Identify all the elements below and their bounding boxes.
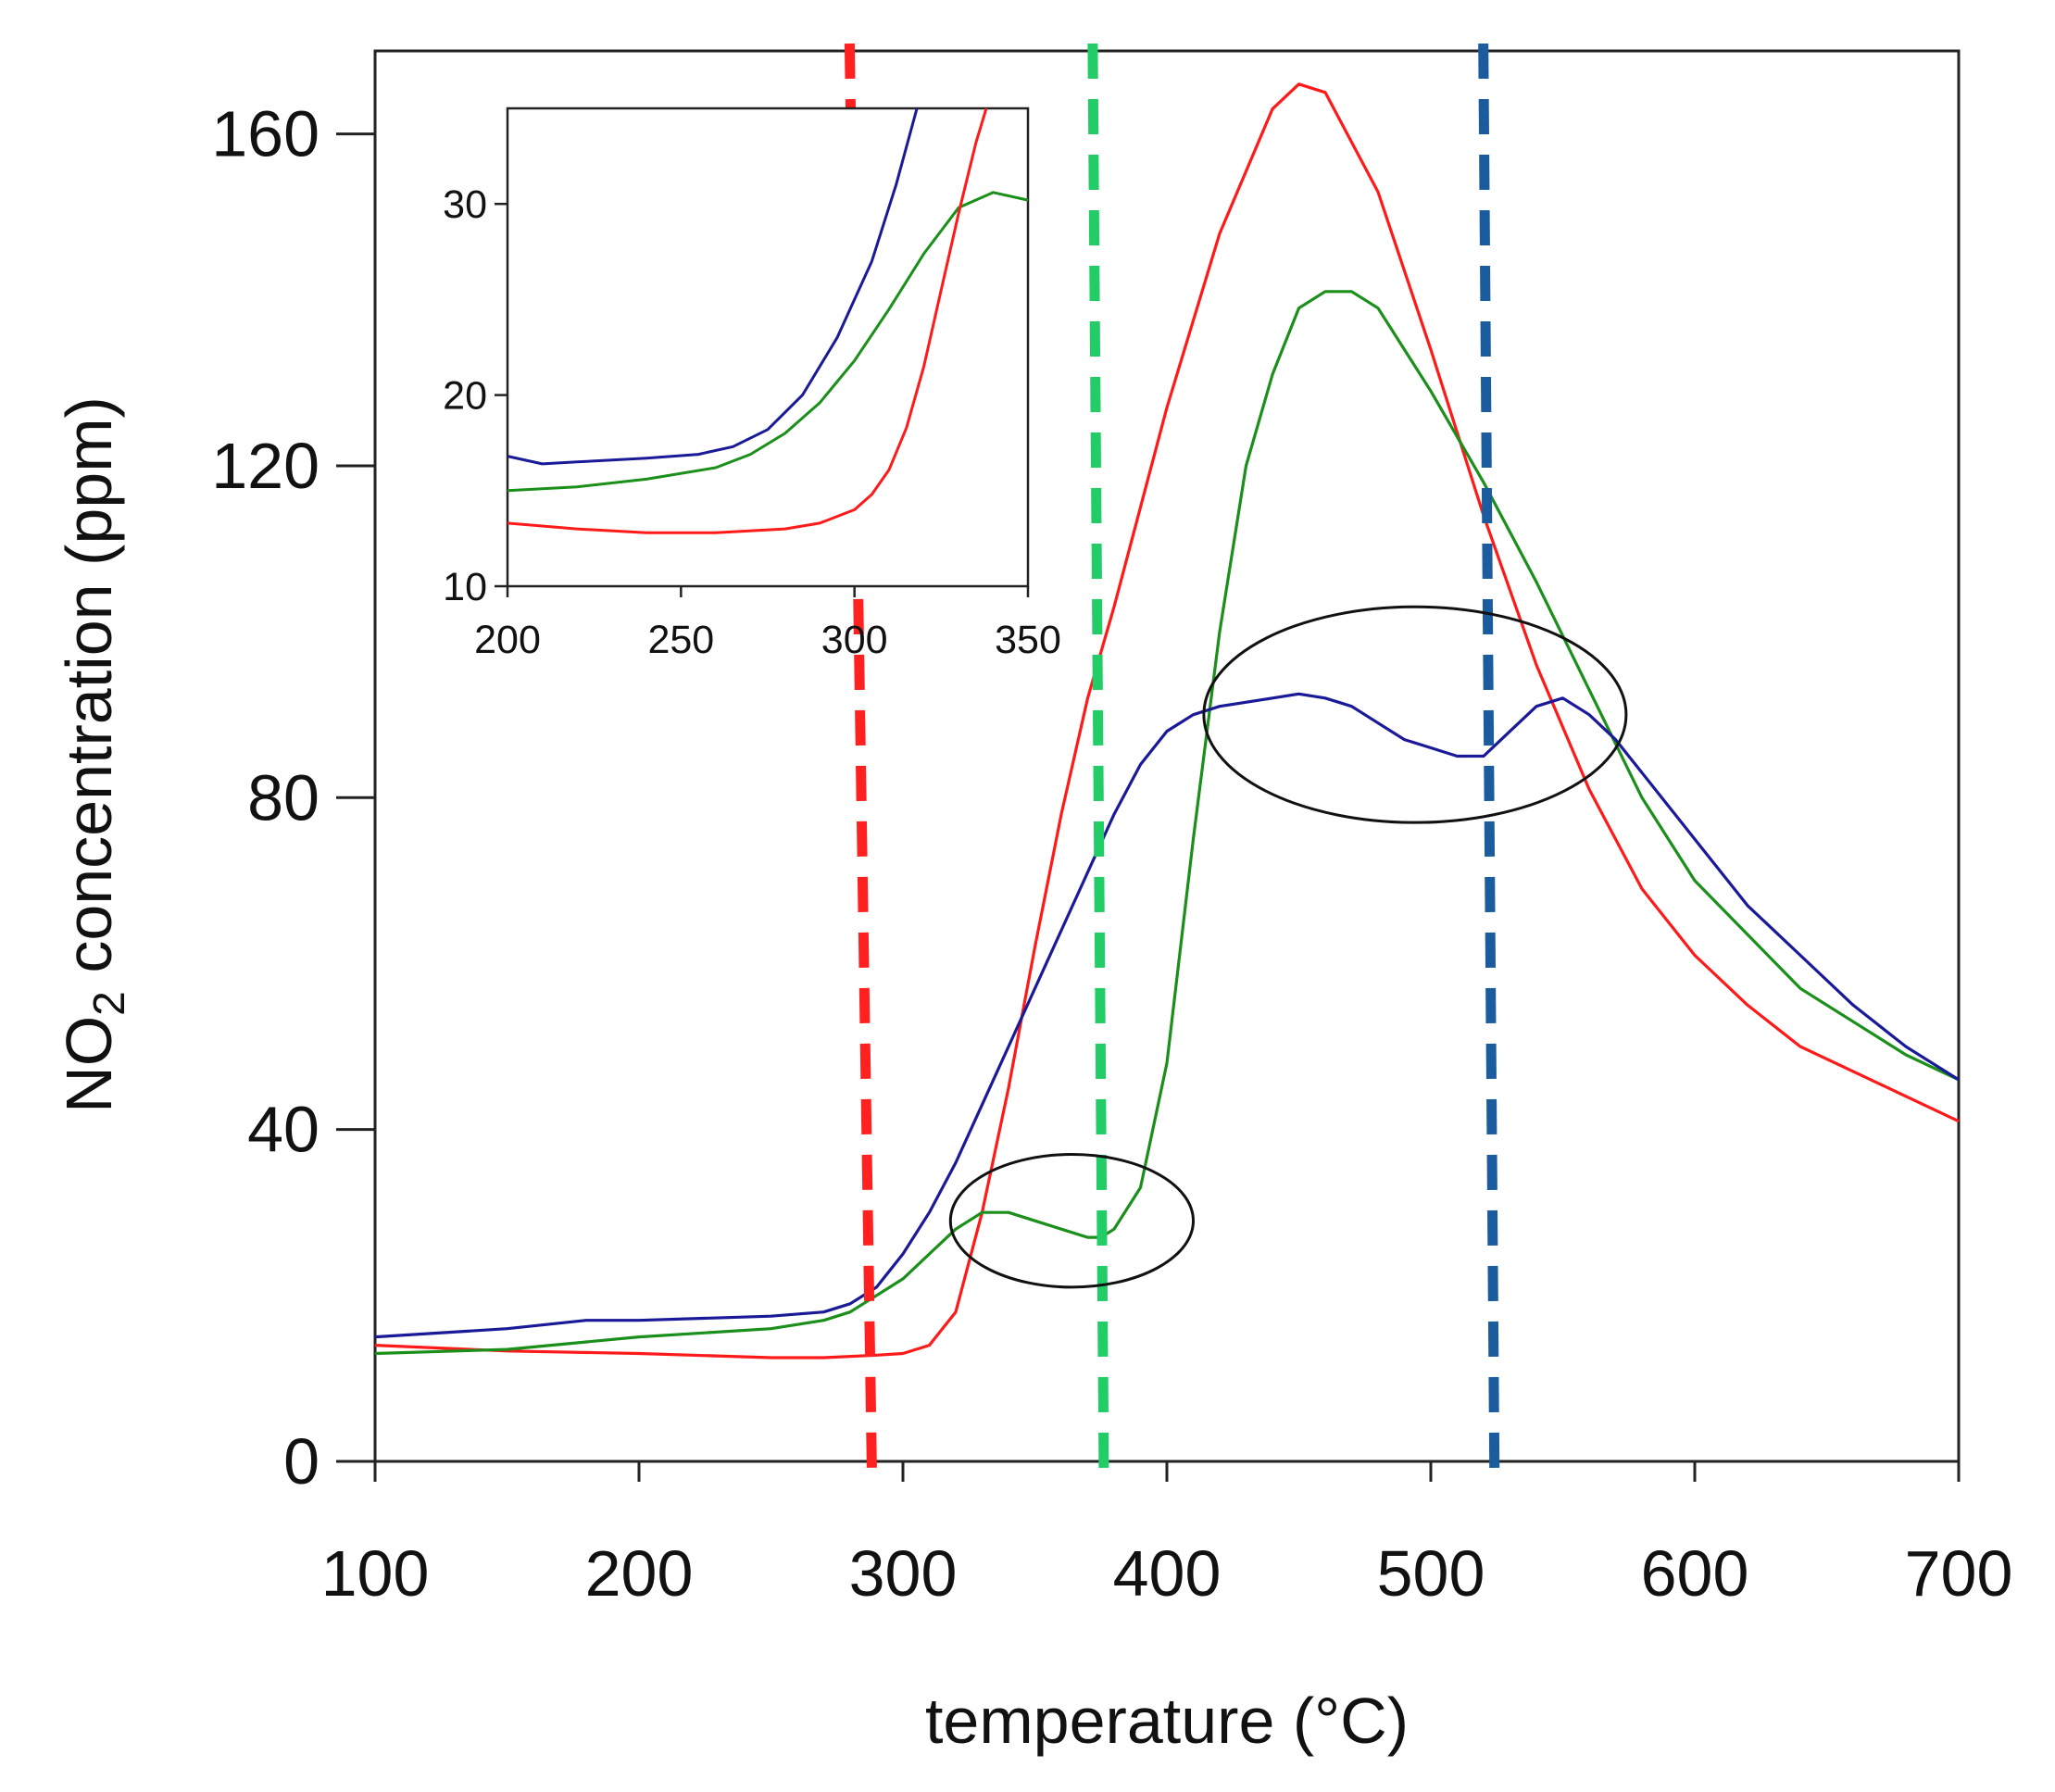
inset-y-tick-label: 20: [443, 374, 487, 419]
inset-series-group: [507, 107, 1029, 534]
x-tick-label: 600: [1641, 1537, 1749, 1610]
annotation-ellipse: [1202, 605, 1628, 824]
main-plot: 100 200 300 400 500 600 700 0 40 80 120 160: [211, 43, 2012, 1610]
y-tick-label: 40: [247, 1094, 320, 1166]
main-ticks: 100 200 300 400 500 600 700 0 40 80 120 160: [211, 98, 2012, 1610]
inset-plot-frame: [506, 107, 1030, 588]
annotation-ellipse: [948, 1153, 1196, 1289]
y-axis-title-main: NO: [53, 1016, 125, 1113]
x-tick-label: 500: [1377, 1537, 1485, 1610]
x-tick-label: 200: [585, 1537, 694, 1610]
inset-y-tick-label: 30: [443, 182, 487, 227]
y-tick-label: 0: [283, 1425, 320, 1498]
inset-ticks: 200 250 300 350 10 20 30: [443, 182, 1061, 662]
x-tick-label: 700: [1905, 1537, 2013, 1610]
inset-x-tick-label: 350: [995, 618, 1061, 662]
inset-x-tick-label: 200: [474, 618, 541, 662]
x-tick-label: 400: [1113, 1537, 1222, 1610]
y-axis-title-subscript: 2: [85, 991, 134, 1016]
x-axis-title: temperature (°C): [925, 1685, 1409, 1757]
x-tick-label: 100: [321, 1537, 430, 1610]
inset-series-line-blue: [507, 107, 919, 466]
reference-line: [1087, 43, 1109, 1470]
inset-y-tick-label: 10: [443, 565, 487, 609]
series-line-blue: [374, 692, 1960, 1339]
y-tick-label: 160: [211, 98, 320, 170]
series-line-red: [374, 82, 1960, 1360]
annotation-ellipses: [948, 605, 1628, 1289]
x-tick-label: 300: [849, 1537, 958, 1610]
inset-x-tick-label: 300: [821, 618, 888, 662]
inset-plot: 200 250 300 350 10 20 30: [443, 107, 1061, 662]
y-axis-title: NO2 concentration (ppm): [53, 396, 134, 1113]
reference-line: [1478, 43, 1500, 1470]
y-tick-label: 120: [211, 430, 320, 502]
inset-series-line-red: [507, 107, 988, 534]
inset-x-tick-label: 250: [647, 618, 714, 662]
y-axis-title-rest: concentration (ppm): [53, 396, 125, 991]
y-tick-label: 80: [247, 761, 320, 833]
